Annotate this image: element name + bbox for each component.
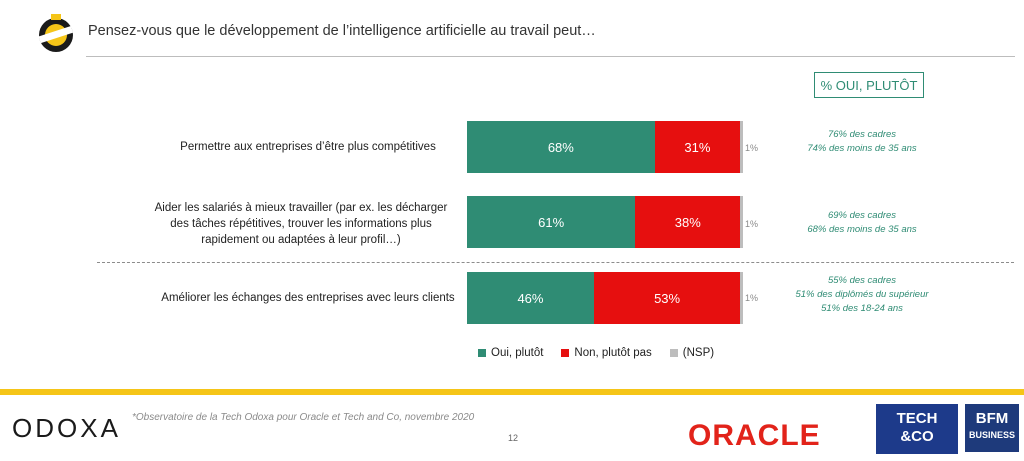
nsp-value-label: 1% <box>745 143 759 153</box>
bar-segment-non: 38% <box>635 196 741 248</box>
odoxa-logo: ODOXA <box>12 413 121 443</box>
odoxa-emblem-icon <box>38 14 74 52</box>
legend-label: Oui, plutôt <box>491 347 544 359</box>
techco-line: TECH <box>896 410 938 427</box>
row-label: Améliorer les échanges des entreprises a… <box>161 292 455 304</box>
note-line: 68% des moins de 35 ans <box>807 224 917 235</box>
note-line: 74% des moins de 35 ans <box>807 143 917 154</box>
stacked-bar: 46% 53% <box>467 272 743 324</box>
note-line: 69% des cadres <box>827 210 897 221</box>
chart-legend: Oui, plutôt Non, plutôt pas (NSP) <box>478 347 714 359</box>
nsp-value-label: 1% <box>745 293 759 303</box>
bfm-line: BUSINESS <box>968 430 1015 440</box>
subgroup-note: 69% des cadres 68% des moins de 35 ans <box>762 209 962 237</box>
percent-yes-box: % OUI, PLUTÔT <box>814 72 924 98</box>
tech-and-co-logo: TECH &CO <box>876 404 958 454</box>
question-title: Pensez-vous que le développement de l’in… <box>88 23 596 39</box>
page-number: 12 <box>508 433 519 443</box>
legend-item-non: Non, plutôt pas <box>561 347 652 359</box>
row-label: Permettre aux entreprises d’être plus co… <box>180 141 436 153</box>
subgroup-note: 76% des cadres 74% des moins de 35 ans <box>762 128 962 156</box>
footer-accent-line <box>0 389 1024 395</box>
legend-swatch-nsp <box>669 349 678 357</box>
legend-label: (NSP) <box>682 347 715 359</box>
bar-segment-non: 53% <box>593 272 741 324</box>
bar-segment-nsp <box>740 121 743 173</box>
row-label: Aider les salariés à mieux travailler (p… <box>154 202 448 246</box>
legend-swatch-oui <box>478 349 486 357</box>
bfm-business-logo: BFM BUSINESS <box>965 404 1019 452</box>
source-note: *Observatoire de la Tech Odoxa pour Orac… <box>132 412 475 423</box>
note-line: 76% des cadres <box>827 129 897 140</box>
title-divider <box>86 56 1015 57</box>
note-line: 51% des 18-24 ans <box>821 303 903 314</box>
legend-item-nsp: (NSP) <box>669 347 715 359</box>
note-line: 55% des cadres <box>827 275 897 286</box>
bar-segment-oui: 68% <box>467 121 655 173</box>
subgroup-note: 55% des cadres 51% des diplômés du supér… <box>762 274 962 316</box>
dashed-separator <box>97 262 1014 263</box>
legend-swatch-non <box>561 349 570 357</box>
bar-segment-non: 31% <box>654 121 741 173</box>
stacked-bar: 68% 31% <box>467 121 743 173</box>
stacked-bar: 61% 38% <box>467 196 743 248</box>
note-line: 51% des diplômés du supérieur <box>795 289 929 300</box>
legend-item-oui: Oui, plutôt <box>478 347 543 359</box>
bar-segment-oui: 46% <box>467 272 594 324</box>
nsp-value-label: 1% <box>745 219 759 229</box>
bar-segment-nsp <box>740 196 743 248</box>
oracle-logo: ORACLE <box>688 419 821 452</box>
techco-line: &CO <box>900 428 934 445</box>
bfm-line: BFM <box>975 410 1009 427</box>
legend-label: Non, plutôt pas <box>574 347 652 359</box>
bar-segment-oui: 61% <box>467 196 636 248</box>
bar-segment-nsp <box>740 272 743 324</box>
